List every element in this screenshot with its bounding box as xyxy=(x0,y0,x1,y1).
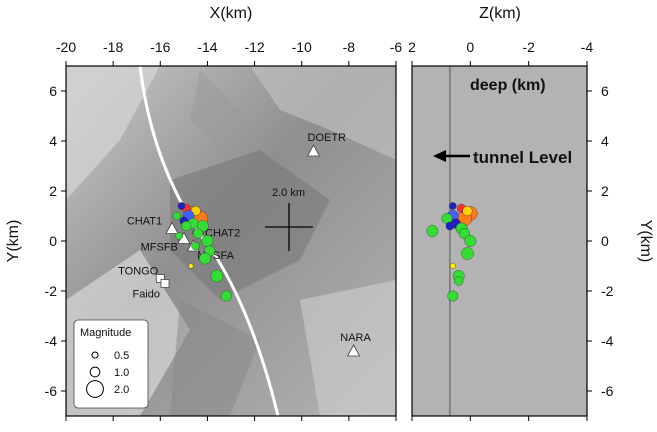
legend-items: 0.5 1.0 2.0 xyxy=(86,350,129,398)
map-x-tick-label: -10 xyxy=(292,39,312,55)
depth-event-point xyxy=(461,247,474,260)
depth-y-tick-label: 2 xyxy=(601,183,609,199)
depth-events xyxy=(426,202,478,302)
station-square-icon xyxy=(155,274,165,283)
tunnel-level-label: tunnel Level xyxy=(473,148,572,167)
map-y-ticks: -6 -4 -2 0 2 4 6 xyxy=(45,83,66,399)
scale-bar-label: 2.0 km xyxy=(272,187,305,199)
station-label: Faido xyxy=(132,289,160,301)
depth-x-ticks: 2 0 -2 -4 xyxy=(408,39,593,421)
map-x-tick-label: -16 xyxy=(150,39,170,55)
station-triangle-icon xyxy=(165,221,179,234)
map-y-tick-label: -6 xyxy=(45,383,58,399)
legend-label: 0.5 xyxy=(114,350,129,362)
depth-event-point xyxy=(464,235,477,247)
legend-circle xyxy=(86,380,104,398)
legend-label: 1.0 xyxy=(114,367,129,379)
depth-event-point xyxy=(445,221,455,231)
map-event-point xyxy=(177,202,186,210)
map-event-point xyxy=(181,220,192,232)
depth-x-axis-label: Z(km) xyxy=(479,5,521,22)
map-event-point xyxy=(220,290,232,302)
map-x-axis-label: X(km) xyxy=(210,5,253,22)
depth-event-point xyxy=(426,225,439,237)
station-label: TONGO xyxy=(118,266,159,278)
map-x-tick-label: -14 xyxy=(197,39,217,55)
station-triangle-icon xyxy=(346,344,361,357)
map-y-tick-label: -2 xyxy=(45,283,58,299)
map-event-point xyxy=(191,241,200,251)
legend-title: Magnitude xyxy=(80,327,131,339)
magnitude-legend: Magnitude 0.5 1.0 2.0 xyxy=(73,319,149,409)
depth-y-tick-label: 4 xyxy=(601,133,609,149)
legend-circle xyxy=(89,366,101,378)
map-x-tick-label: -18 xyxy=(103,39,123,55)
depth-event-point xyxy=(449,263,456,269)
map-event-point xyxy=(172,211,182,221)
legend-circle xyxy=(91,351,99,359)
map-y-tick-label: -4 xyxy=(45,333,58,349)
map-event-point xyxy=(188,263,194,269)
map-event-point xyxy=(199,252,211,265)
map-x-ticks: -20 -18 -16 -14 -12 -10 -8 -6 xyxy=(56,39,403,421)
depth-y-tick-label: 6 xyxy=(601,83,609,99)
station-square-icon xyxy=(160,279,170,288)
depth-y-tick-label: -2 xyxy=(601,283,614,299)
map-panel: 2.0 km DOETRCHAT1CHAT2MFSFBMFSFATONGOFai… xyxy=(65,65,397,417)
station-label: DOETR xyxy=(308,132,347,144)
legend-label: 2.0 xyxy=(114,384,129,396)
map-y-axis-label: Y(km) xyxy=(5,220,22,263)
station-label: MFSFB xyxy=(141,242,178,254)
map-x-tick-label: -12 xyxy=(244,39,264,55)
map-event-point xyxy=(210,269,224,283)
station-triangle-icon xyxy=(306,144,321,157)
map-x-tick-label: -6 xyxy=(390,39,403,55)
depth-y-tick-label: -6 xyxy=(601,383,614,399)
depth-panel: deep (km) tunnel Level xyxy=(411,65,588,417)
depth-y-tick-label: -4 xyxy=(601,333,614,349)
map-y-tick-label: 0 xyxy=(49,233,57,249)
depth-event-point xyxy=(447,290,459,302)
depth-x-tick-label: -2 xyxy=(522,39,535,55)
map-event-point xyxy=(201,235,214,247)
depth-x-tick-label: -4 xyxy=(581,39,594,55)
depth-y-axis-label: Y(km) xyxy=(637,220,654,263)
map-y-tick-label: 2 xyxy=(49,183,57,199)
map-y-tick-label: 6 xyxy=(49,83,57,99)
depth-title: deep (km) xyxy=(470,77,546,94)
map-events xyxy=(172,202,232,302)
depth-event-point xyxy=(454,276,464,286)
map-event-point xyxy=(175,232,183,240)
depth-event-point xyxy=(449,202,457,210)
depth-background xyxy=(412,66,587,416)
fault-line xyxy=(138,66,280,416)
station-label: CHAT1 xyxy=(127,216,162,228)
station-label: CHAT2 xyxy=(205,228,240,240)
map-y-tick-label: 4 xyxy=(49,133,57,149)
depth-y-ticks: -6 -4 -2 0 2 4 6 xyxy=(587,83,614,399)
tunnel-arrow-head xyxy=(433,150,446,162)
map-x-tick-label: -20 xyxy=(56,39,76,55)
map-event-point xyxy=(192,228,204,239)
depth-x-tick-label: 2 xyxy=(408,39,416,55)
depth-event-point xyxy=(462,205,473,217)
depth-x-tick-label: 0 xyxy=(466,39,474,55)
tunnel-level-annotation: tunnel Level xyxy=(433,148,572,167)
station-label: NARA xyxy=(340,332,371,344)
depth-y-tick-label: 0 xyxy=(601,233,609,249)
scale-bar: 2.0 km xyxy=(265,187,313,251)
map-x-tick-label: -8 xyxy=(343,39,356,55)
